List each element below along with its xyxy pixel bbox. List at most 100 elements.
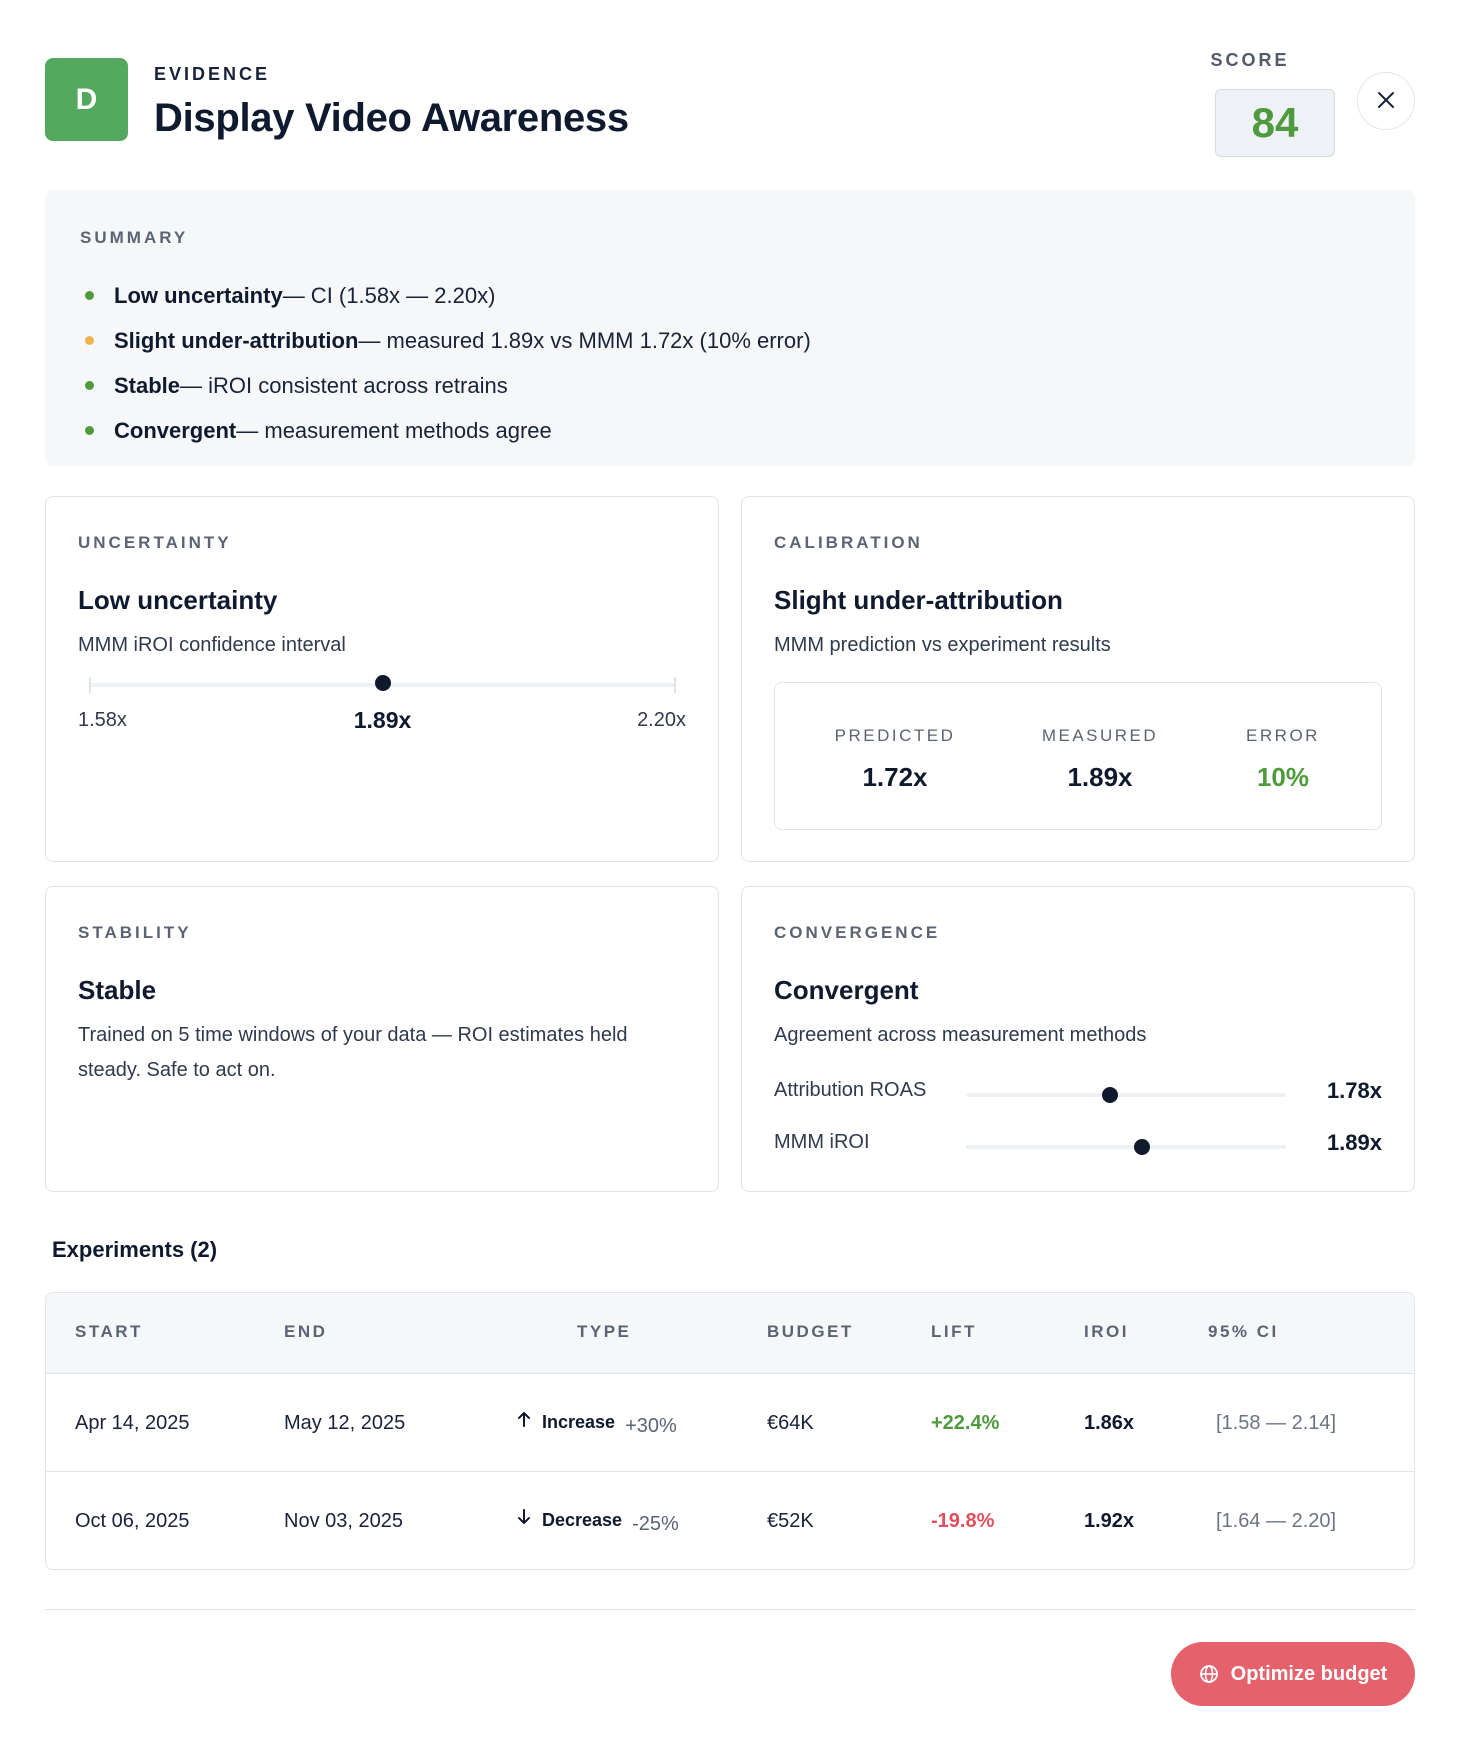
cell-ci: [1.64 — 2.20] (1216, 1510, 1337, 1532)
uncertainty-label: UNCERTAINTY (78, 533, 232, 552)
measured-metric: MEASURED 1.89x (1020, 726, 1180, 793)
status-dot (85, 426, 94, 435)
experiments-title: Experiments (2) (52, 1237, 218, 1262)
convergence-row-label: Attribution ROAS (774, 1079, 927, 1101)
summary-item-title: Convergent (114, 418, 237, 443)
calibration-subtitle: MMM prediction vs experiment results (774, 634, 1111, 656)
summary-item-detail: — measured 1.89x vs MMM 1.72x (10% error… (358, 328, 811, 353)
uncertainty-card: UNCERTAINTY Low uncertainty MMM iROI con… (45, 496, 719, 862)
evidence-eyebrow: EVIDENCE (154, 64, 271, 84)
calibration-card: CALIBRATION Slight under-attribution MMM… (741, 496, 1415, 862)
close-icon (1377, 91, 1395, 112)
stability-description: Trained on 5 time windows of your data —… (78, 1024, 628, 1081)
convergence-marker (1102, 1087, 1118, 1103)
ci-high-tick (674, 677, 676, 693)
summary-item-detail: — measurement methods agree (236, 418, 552, 443)
ci-point-estimate-marker (374, 675, 391, 691)
summary-list: Low uncertainty — CI (1.58x — 2.20x) Sli… (80, 273, 1380, 453)
convergence-title: Convergent (774, 975, 919, 1005)
status-dot (85, 336, 94, 345)
column-header-ci: 95% CI (1208, 1322, 1279, 1341)
ci-mid-label: 1.89x (353, 707, 412, 733)
summary-item-detail: — iROI consistent across retrains (180, 373, 508, 398)
summary-item-detail: — CI (1.58x — 2.20x) (282, 283, 496, 308)
measured-label: MEASURED (1041, 726, 1159, 745)
grade-badge: D (45, 58, 128, 141)
summary-item: Slight under-attribution — measured 1.89… (80, 318, 1380, 363)
cell-type: Decrease -25% (516, 1508, 679, 1535)
measured-value: 1.89x (1067, 762, 1133, 792)
table-row[interactable]: Oct 06, 2025 Nov 03, 2025 Decrease -25% … (46, 1472, 1414, 1569)
summary-item-title: Low uncertainty (114, 283, 283, 308)
cell-iroi: 1.92x (1084, 1510, 1135, 1532)
cell-end: May 12, 2025 (284, 1412, 406, 1434)
calibration-title: Slight under-attribution (774, 585, 1063, 615)
column-header-budget: BUDGET (767, 1322, 854, 1341)
calibration-label: CALIBRATION (774, 533, 923, 552)
calibration-metrics: PREDICTED 1.72x MEASURED 1.89x ERROR 10% (774, 682, 1382, 830)
cell-type: Increase +30% (516, 1410, 677, 1437)
column-header-lift: LIFT (931, 1322, 977, 1341)
convergence-subtitle: Agreement across measurement methods (774, 1024, 1147, 1046)
table-row[interactable]: Apr 14, 2025 May 12, 2025 Increase +30% … (46, 1374, 1414, 1472)
convergence-row-value: 1.78x (1326, 1078, 1382, 1103)
type-percent: -25% (632, 1513, 679, 1535)
error-value: 10% (1256, 762, 1310, 792)
experiments-table: START END TYPE BUDGET LIFT IROI 95% CI A… (45, 1292, 1415, 1570)
column-header-end: END (284, 1322, 328, 1341)
uncertainty-subtitle: MMM iROI confidence interval (78, 634, 346, 656)
column-header-start: START (75, 1322, 143, 1341)
optimize-budget-label: Optimize budget (1230, 1662, 1388, 1685)
column-header-iroi: IROI (1084, 1322, 1129, 1341)
convergence-row-value: 1.89x (1326, 1130, 1382, 1155)
convergence-track (966, 1093, 1286, 1097)
error-metric: ERROR 10% (1203, 726, 1363, 793)
cell-budget: €64K (767, 1412, 814, 1434)
close-button[interactable] (1357, 72, 1415, 130)
convergence-row-label: MMM iROI (774, 1131, 870, 1153)
footer-divider (45, 1609, 1415, 1610)
score-label: SCORE (1210, 50, 1290, 70)
summary-item: Convergent — measurement methods agree (80, 408, 1380, 453)
type-label: Decrease (542, 1510, 623, 1530)
convergence-marker (1134, 1139, 1150, 1155)
predicted-metric: PREDICTED 1.72x (815, 726, 975, 793)
cell-end: Nov 03, 2025 (284, 1510, 403, 1532)
summary-item-title: Stable (114, 373, 181, 398)
cell-ci: [1.58 — 2.14] (1216, 1412, 1337, 1434)
cell-lift: -19.8% (931, 1510, 995, 1532)
stability-label: STABILITY (78, 923, 192, 942)
table-header: START END TYPE BUDGET LIFT IROI 95% CI (46, 1293, 1414, 1374)
ci-high-label: 2.20x (637, 709, 686, 731)
arrow-up-icon (516, 1410, 532, 1433)
globe-icon (1199, 1664, 1219, 1684)
ci-low-tick (89, 677, 91, 693)
error-label: ERROR (1246, 726, 1320, 745)
predicted-label: PREDICTED (834, 726, 956, 745)
convergence-card: CONVERGENCE Convergent Agreement across … (741, 886, 1415, 1192)
page-title: Display Video Awareness (154, 96, 629, 140)
uncertainty-title: Low uncertainty (78, 585, 278, 615)
convergence-track (966, 1145, 1286, 1149)
type-percent: +30% (625, 1415, 677, 1437)
convergence-label: CONVERGENCE (774, 923, 941, 942)
summary-label: SUMMARY (80, 228, 189, 247)
predicted-value: 1.72x (862, 762, 928, 792)
type-label: Increase (542, 1412, 616, 1432)
summary-panel: SUMMARY Low uncertainty — CI (1.58x — 2.… (45, 190, 1415, 466)
summary-item: Stable — iROI consistent across retrains (80, 363, 1380, 408)
score-value: 84 (1215, 89, 1335, 157)
cell-lift: +22.4% (931, 1412, 1000, 1434)
stability-card: STABILITY Stable Trained on 5 time windo… (45, 886, 719, 1192)
cell-budget: €52K (767, 1510, 814, 1532)
stability-title: Stable (78, 975, 157, 1005)
optimize-budget-button[interactable]: Optimize budget (1171, 1642, 1415, 1706)
modal-header: D EVIDENCE Display Video Awareness SCORE… (45, 50, 1415, 158)
cell-iroi: 1.86x (1084, 1412, 1135, 1434)
ci-low-label: 1.58x (78, 709, 127, 731)
summary-item: Low uncertainty — CI (1.58x — 2.20x) (80, 273, 1380, 318)
status-dot (85, 291, 94, 300)
status-dot (85, 381, 94, 390)
convergence-row-mmm: MMM iROI 1.89x (774, 1130, 1382, 1161)
arrow-down-icon (516, 1508, 532, 1531)
